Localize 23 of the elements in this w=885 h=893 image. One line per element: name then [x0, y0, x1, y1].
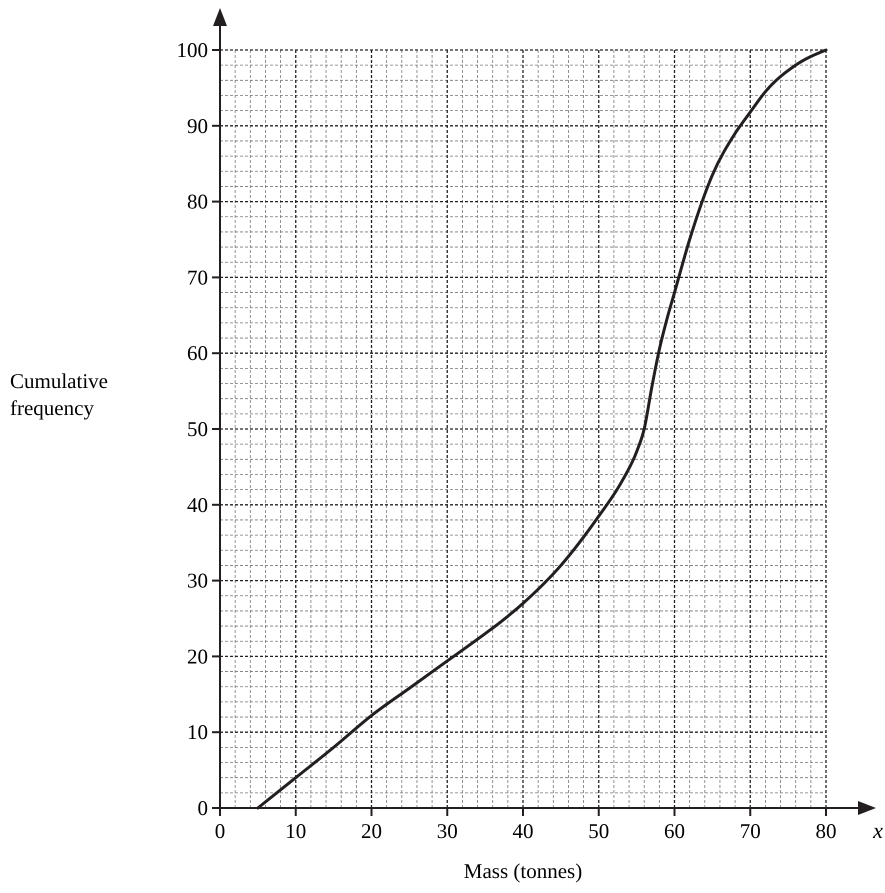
y-tick-label: 80	[187, 190, 208, 214]
y-tick-label: 60	[187, 341, 208, 366]
x-tick-label: 50	[588, 819, 610, 843]
y-tick-label: 100	[176, 38, 208, 62]
y-tick-label: 40	[187, 492, 208, 517]
x-tick-label: 40	[512, 819, 534, 843]
y-tick-label: 20	[187, 644, 208, 668]
x-tick-label: 30	[436, 819, 458, 843]
y-tick-label: 70	[187, 265, 208, 290]
x-tick-label: 70	[740, 819, 761, 843]
x-tick-label: 10	[285, 819, 306, 843]
y-tick-label: 50	[187, 417, 208, 441]
y-tick-label: 10	[187, 720, 208, 744]
x-tick-label: 20	[361, 819, 382, 843]
x-tick-label: 60	[664, 819, 685, 843]
y-tick-label: 90	[187, 114, 208, 138]
y-tick-label: 30	[187, 568, 208, 593]
text: x	[872, 818, 884, 843]
x-tick-label: 0	[214, 819, 226, 843]
x-tick-label: 80	[816, 819, 836, 843]
x-axis-title: Mass (tonnes)	[464, 859, 582, 883]
y-tick-label: 0	[198, 796, 208, 820]
y-axis-title: Cumulative frequency	[10, 369, 108, 420]
